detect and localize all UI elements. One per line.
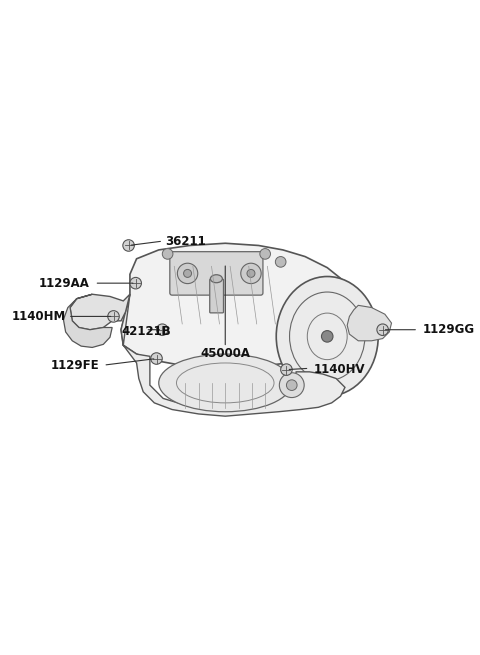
Circle shape — [276, 257, 286, 267]
Circle shape — [151, 353, 162, 364]
Circle shape — [287, 380, 297, 390]
Text: 1129AA: 1129AA — [39, 276, 90, 290]
Text: 45000A: 45000A — [200, 347, 250, 360]
Text: 1129FE: 1129FE — [50, 359, 99, 371]
Text: 42121B: 42121B — [121, 326, 171, 339]
Circle shape — [279, 373, 304, 398]
Circle shape — [377, 324, 388, 335]
FancyBboxPatch shape — [210, 279, 224, 313]
Text: 1129GG: 1129GG — [422, 323, 475, 336]
Circle shape — [241, 263, 261, 284]
FancyBboxPatch shape — [170, 252, 263, 295]
Ellipse shape — [276, 276, 378, 396]
Text: 1140HM: 1140HM — [12, 310, 66, 323]
Circle shape — [322, 331, 333, 342]
Circle shape — [156, 324, 168, 335]
Circle shape — [178, 263, 198, 284]
Circle shape — [281, 364, 292, 375]
Circle shape — [260, 249, 270, 259]
Text: 36211: 36211 — [166, 234, 206, 248]
Polygon shape — [347, 305, 392, 341]
Circle shape — [183, 269, 192, 278]
Polygon shape — [121, 294, 345, 416]
Text: 1140HV: 1140HV — [314, 363, 366, 376]
Polygon shape — [63, 294, 112, 347]
Circle shape — [123, 240, 134, 252]
Circle shape — [130, 278, 142, 289]
Circle shape — [162, 249, 173, 259]
Circle shape — [108, 310, 120, 322]
Polygon shape — [121, 243, 376, 367]
Polygon shape — [70, 294, 130, 329]
Circle shape — [247, 269, 255, 278]
Ellipse shape — [210, 274, 222, 283]
Ellipse shape — [159, 354, 292, 412]
